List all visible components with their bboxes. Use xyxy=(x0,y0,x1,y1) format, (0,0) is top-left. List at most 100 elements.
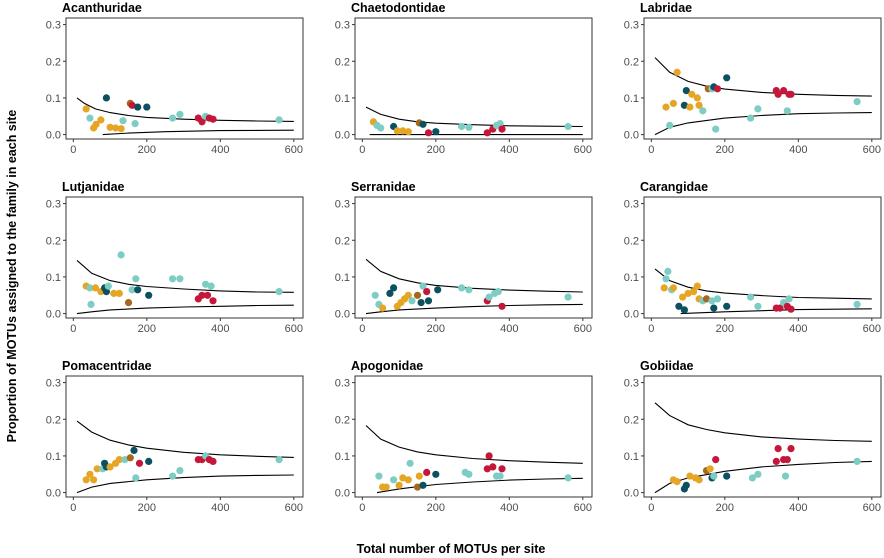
y-tick-label: 0.3 xyxy=(624,20,639,32)
x-tick-label: 600 xyxy=(285,502,303,514)
data-point xyxy=(408,297,416,305)
data-point xyxy=(432,128,440,136)
panel-border xyxy=(643,17,882,140)
data-point xyxy=(169,114,177,122)
data-point xyxy=(772,457,780,465)
x-tick-label: 400 xyxy=(789,144,807,156)
data-point xyxy=(787,305,795,313)
data-point xyxy=(86,284,94,292)
data-point xyxy=(680,101,689,109)
data-point xyxy=(91,284,99,292)
data-point xyxy=(780,87,788,95)
y-tick-label: 0.2 xyxy=(624,56,639,68)
data-point xyxy=(169,472,177,480)
data-point xyxy=(413,483,422,491)
data-point xyxy=(434,286,442,294)
data-point xyxy=(209,115,217,123)
x-tick-label: 200 xyxy=(427,323,445,335)
data-point xyxy=(669,284,678,292)
y-tick-label: 0.3 xyxy=(46,378,61,390)
data-point xyxy=(106,463,114,471)
y-tick-label: 0.2 xyxy=(46,235,61,247)
data-point xyxy=(686,472,694,480)
data-point xyxy=(209,297,217,305)
data-point xyxy=(564,474,572,482)
data-point xyxy=(275,116,283,124)
y-tick-label: 0.1 xyxy=(624,451,639,463)
data-point xyxy=(699,107,707,115)
data-point xyxy=(710,304,718,312)
data-point xyxy=(97,116,105,124)
data-point xyxy=(853,300,861,308)
panel-title: Acanthuridae xyxy=(62,1,142,15)
x-tick-label: 200 xyxy=(138,502,156,514)
data-point xyxy=(110,289,118,297)
data-point xyxy=(747,114,755,122)
x-tick-label: 600 xyxy=(863,144,881,156)
y-tick-label: 0.1 xyxy=(46,272,61,284)
data-point xyxy=(432,470,440,478)
data-point xyxy=(135,459,144,467)
data-point xyxy=(458,122,466,131)
data-point xyxy=(106,123,114,131)
y-tick-label: 0.2 xyxy=(335,414,350,426)
data-point xyxy=(673,478,681,486)
y-tick-label: 0.0 xyxy=(46,130,61,142)
x-axis-title: Total number of MOTUs per site xyxy=(357,542,546,556)
data-point xyxy=(723,472,731,480)
data-point xyxy=(723,74,731,82)
data-point xyxy=(382,483,390,491)
x-tick-label: 600 xyxy=(863,502,881,514)
data-point xyxy=(747,293,755,301)
data-point xyxy=(664,267,672,275)
data-point xyxy=(132,275,140,283)
data-point xyxy=(117,251,125,259)
upper-limit-line xyxy=(654,402,872,442)
panel-border xyxy=(354,196,593,319)
data-point xyxy=(102,94,110,102)
data-point xyxy=(128,101,136,109)
panel-border xyxy=(65,375,304,498)
y-tick-label: 0.3 xyxy=(46,199,61,211)
x-tick-label: 0 xyxy=(359,502,365,514)
data-point xyxy=(748,474,757,482)
data-point xyxy=(176,467,184,475)
data-point xyxy=(413,291,422,299)
y-tick-label: 0.2 xyxy=(46,56,61,68)
data-point xyxy=(494,288,502,296)
data-point xyxy=(145,291,153,299)
data-point xyxy=(145,457,153,465)
data-point xyxy=(458,284,466,292)
data-point xyxy=(404,291,412,299)
x-tick-label: 400 xyxy=(211,502,229,514)
data-point xyxy=(203,291,212,299)
panel-carangidae: Carangidae 0.0 0.1 0.2 0.3 0 200 400 600 xyxy=(624,180,882,335)
data-point xyxy=(126,454,134,462)
data-point xyxy=(713,295,722,303)
y-tick-label: 0.1 xyxy=(335,93,350,105)
data-point xyxy=(390,476,398,484)
panel-border xyxy=(65,17,304,140)
data-point xyxy=(682,481,690,489)
data-point xyxy=(93,465,101,473)
data-point xyxy=(419,282,427,290)
x-tick-label: 200 xyxy=(716,502,734,514)
x-tick-label: 0 xyxy=(359,144,365,156)
data-point xyxy=(706,465,714,473)
panel-border xyxy=(643,196,882,319)
data-point xyxy=(785,295,793,303)
data-point xyxy=(390,284,398,292)
data-point xyxy=(483,465,491,473)
x-tick-label: 400 xyxy=(500,502,518,514)
x-tick-label: 400 xyxy=(211,144,229,156)
data-point xyxy=(787,90,795,98)
y-axis-title: Proportion of MOTUs assigned to the fami… xyxy=(5,110,19,443)
panel-border xyxy=(65,196,304,319)
y-tick-label: 0.2 xyxy=(46,414,61,426)
x-tick-label: 200 xyxy=(138,144,156,156)
y-tick-label: 0.3 xyxy=(624,378,639,390)
data-point xyxy=(207,282,215,290)
panel-chaetodontidae: Chaetodontidae 0.0 0.1 0.2 0.3 0 200 400 600 xyxy=(335,1,593,156)
data-point xyxy=(419,481,427,489)
data-point xyxy=(485,293,493,301)
